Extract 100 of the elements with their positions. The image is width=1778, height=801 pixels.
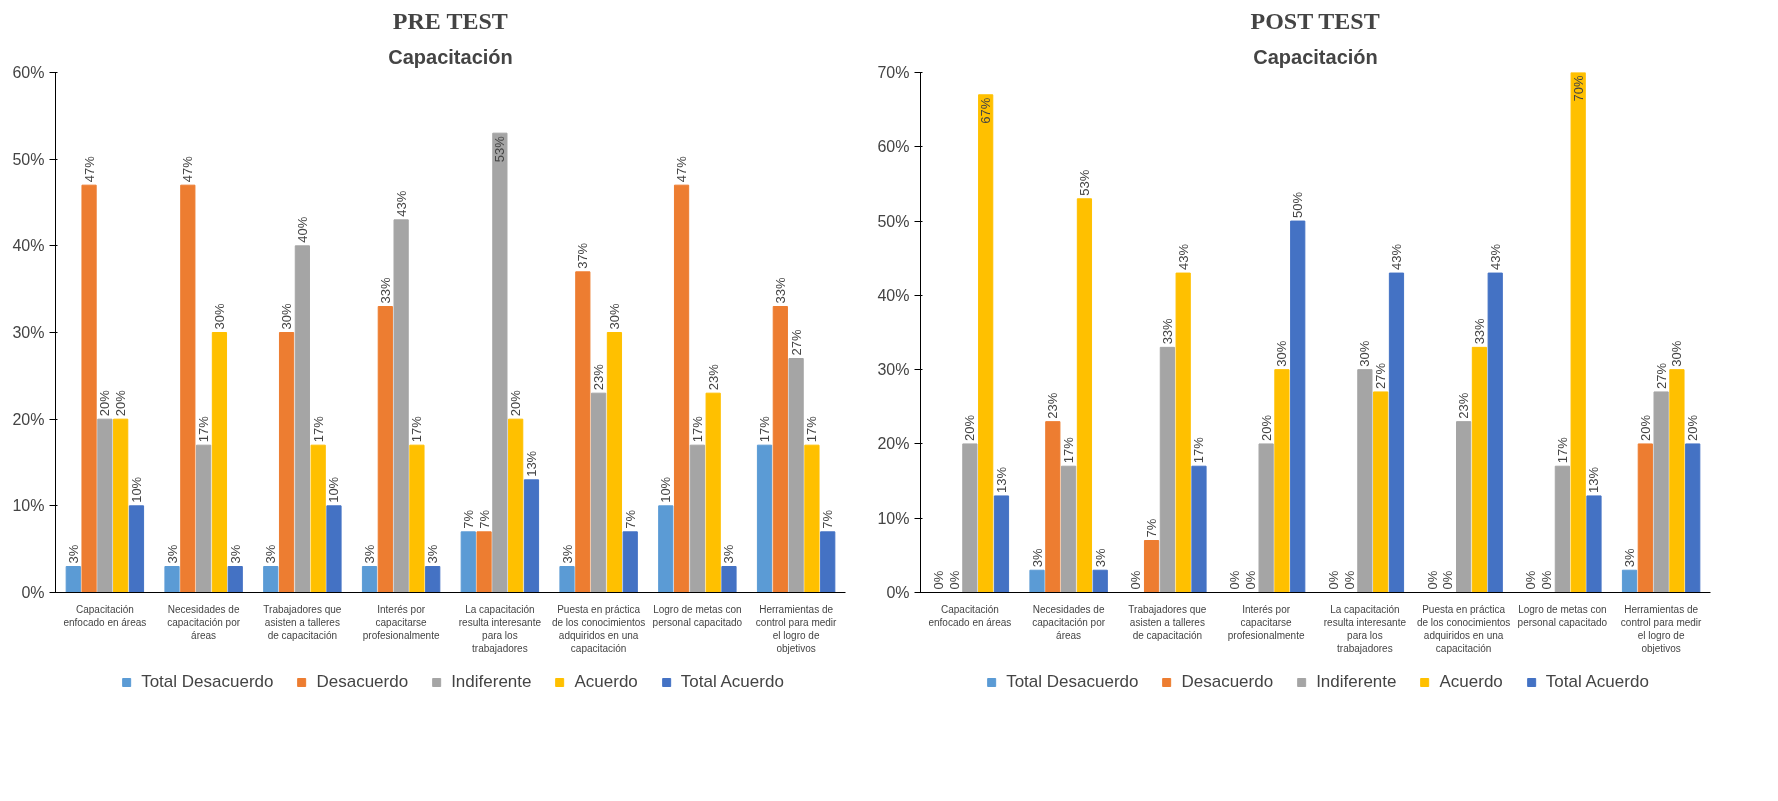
y-tick-label: 0% bbox=[886, 584, 910, 601]
y-tick-label: 60% bbox=[12, 64, 45, 81]
bar bbox=[1637, 443, 1653, 593]
legend-label: Indiferente bbox=[1316, 672, 1397, 692]
data-label: 3% bbox=[1622, 547, 1638, 568]
bar bbox=[1290, 220, 1306, 593]
data-label: 30% bbox=[1357, 340, 1373, 367]
legend-label: Total Desacuerdo bbox=[1006, 672, 1139, 692]
bar bbox=[1143, 540, 1160, 593]
data-label: 33% bbox=[1159, 317, 1175, 345]
data-label: 43% bbox=[1487, 243, 1503, 271]
bar bbox=[756, 444, 773, 593]
data-label: 7% bbox=[1144, 518, 1160, 538]
bar bbox=[65, 566, 81, 593]
bar bbox=[1373, 391, 1389, 593]
data-label: 30% bbox=[279, 303, 295, 330]
legend-label: Desacuerdo bbox=[316, 672, 409, 692]
legend-label: Total Acuerdo bbox=[680, 672, 784, 692]
data-label: 7% bbox=[820, 509, 836, 529]
data-label: 0% bbox=[1325, 570, 1341, 590]
bar bbox=[377, 306, 393, 593]
data-label: 3% bbox=[559, 544, 575, 564]
data-label: 47% bbox=[674, 155, 690, 183]
data-label: 23% bbox=[1045, 392, 1061, 419]
y-tick-label: 40% bbox=[877, 286, 910, 304]
chart-title: PRE TEST bbox=[392, 7, 508, 34]
y-tick-label: 30% bbox=[12, 324, 45, 341]
bar bbox=[1653, 391, 1669, 593]
bar bbox=[962, 443, 978, 593]
bar bbox=[1175, 272, 1191, 593]
bar bbox=[128, 505, 145, 593]
data-label: 3% bbox=[263, 544, 279, 564]
data-label: 17% bbox=[689, 415, 705, 443]
data-label: 10% bbox=[326, 476, 342, 503]
data-label: 17% bbox=[1191, 436, 1207, 464]
x-tick-label: Puesta en práctica de los conocimientos adquiridos en una capacitación bbox=[1416, 603, 1511, 655]
legend-label: Total Acuerdo bbox=[1545, 672, 1649, 692]
bar bbox=[211, 332, 228, 593]
data-label: 0% bbox=[1128, 570, 1144, 590]
bar bbox=[788, 358, 804, 593]
data-label: 7% bbox=[622, 509, 638, 529]
bar bbox=[97, 418, 113, 593]
bar bbox=[575, 271, 591, 593]
bar bbox=[1669, 369, 1685, 593]
bar bbox=[1621, 569, 1638, 593]
data-label: 17% bbox=[310, 415, 326, 443]
chart-subtitle: Capacitación bbox=[388, 45, 513, 68]
x-tick-label: La capacitación resulta interesante para los trabajadores bbox=[1323, 603, 1407, 655]
bar bbox=[310, 444, 326, 593]
bar bbox=[476, 531, 492, 593]
y-tick-label: 50% bbox=[12, 150, 45, 168]
data-label: 37% bbox=[575, 242, 591, 269]
data-label: 23% bbox=[591, 363, 607, 391]
data-label: 17% bbox=[1554, 436, 1570, 464]
data-label: 27% bbox=[1653, 362, 1669, 389]
bar bbox=[1388, 272, 1405, 593]
data-label: 10% bbox=[128, 476, 144, 503]
data-label: 0% bbox=[1440, 570, 1456, 590]
bar bbox=[361, 566, 378, 593]
data-label: 17% bbox=[1061, 436, 1077, 464]
x-tick-label: Herramientas de control para medir el logro de objetivos bbox=[755, 603, 838, 655]
x-tick-label: Interés por capacitarse profesionalmente bbox=[362, 603, 440, 641]
data-label: 30% bbox=[1669, 340, 1685, 367]
bar bbox=[180, 184, 196, 593]
y-tick-label: 30% bbox=[877, 361, 910, 379]
data-label: 3% bbox=[227, 544, 243, 564]
bar bbox=[673, 184, 690, 593]
data-label: 50% bbox=[1290, 191, 1306, 219]
x-tick-label: Trabajadores que asisten a talleres de capacitación bbox=[1128, 603, 1207, 641]
data-label: 20% bbox=[1637, 414, 1653, 441]
data-label: 20% bbox=[1258, 414, 1274, 441]
data-label: 17% bbox=[804, 415, 820, 443]
bar bbox=[1258, 443, 1274, 593]
chart-title: POST TEST bbox=[1250, 7, 1380, 34]
data-label: 53% bbox=[492, 135, 508, 163]
bar bbox=[1554, 465, 1570, 593]
data-label: 3% bbox=[425, 544, 441, 564]
data-label: 53% bbox=[1076, 169, 1092, 196]
bar bbox=[559, 566, 575, 593]
bar bbox=[1061, 465, 1077, 593]
data-label: 23% bbox=[705, 363, 721, 391]
legend-label: Acuerdo bbox=[1439, 672, 1503, 692]
x-tick-label: Logro de metas con personal capacitado bbox=[652, 603, 743, 628]
bar bbox=[1586, 495, 1602, 593]
x-tick-label: Interés por capacitarse profesionalmente bbox=[1227, 603, 1305, 641]
x-tick-label: La capacitación resulta interesante para los trabajadores bbox=[458, 603, 542, 655]
data-label: 20% bbox=[97, 389, 113, 417]
bar bbox=[606, 332, 623, 593]
y-tick-label: 20% bbox=[12, 410, 45, 428]
bar bbox=[263, 566, 279, 593]
bar bbox=[1685, 443, 1701, 593]
data-label: 0% bbox=[1523, 570, 1539, 590]
bar bbox=[804, 444, 820, 593]
data-label: 30% bbox=[606, 303, 622, 330]
bar bbox=[820, 531, 836, 593]
x-tick-label: Necesidades de capacitación por áreas bbox=[167, 603, 241, 641]
y-tick-label: 10% bbox=[12, 497, 45, 515]
bar bbox=[993, 495, 1010, 593]
x-tick-label: Puesta en práctica de los conocimientos adquiridos en una capacitación bbox=[551, 603, 646, 655]
data-label: 20% bbox=[962, 414, 978, 441]
